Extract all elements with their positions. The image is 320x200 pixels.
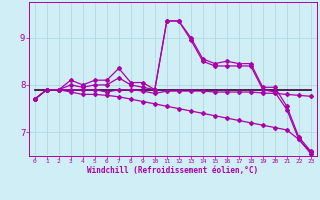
X-axis label: Windchill (Refroidissement éolien,°C): Windchill (Refroidissement éolien,°C) (87, 166, 258, 175)
